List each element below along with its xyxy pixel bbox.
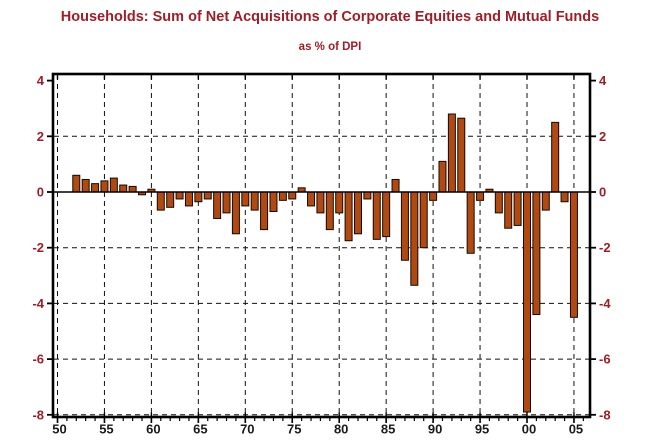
y-axis-label-left: -8 [32,407,44,422]
bar-1992 [447,113,456,193]
bar-1972 [260,191,269,231]
bar-1964 [184,191,193,207]
bar-1956 [109,177,118,193]
y-axis-label-left: -6 [32,352,44,367]
bars-layer [72,113,578,413]
bar-1997 [494,191,503,214]
x-axis-label: 05 [569,422,583,437]
axis-labels-layer: 4 42 20 0-2 -2-4 -4-6 -6-8 -850 55 60 65 70 75 80 85 90… [32,73,611,436]
bar-2005 [569,191,578,318]
bar-1975 [288,191,297,200]
x-axis-label: 75 [287,422,301,437]
bar-1969 [231,191,240,235]
bar-1994 [466,191,475,254]
bar-1970 [241,191,250,207]
y-axis-label-left: 2 [37,129,44,144]
chart-title: Households: Sum of Net Acquisitions of C… [61,9,599,25]
bar-1953 [81,178,90,193]
x-axis-label: 65 [193,422,207,437]
bar-2003 [551,121,560,193]
y-axis-label-right: 4 [599,73,607,88]
bar-1977 [307,191,316,207]
bar-1989 [419,191,428,249]
bar-1985 [382,191,391,238]
bar-1968 [222,191,231,214]
bar-1988 [410,191,419,286]
bar-2004 [560,191,569,203]
bar-1987 [400,191,409,261]
bar-1982 [353,191,362,235]
y-axis-label-right: -2 [599,240,611,255]
bar-1961 [156,191,165,211]
bar-1983 [363,191,372,200]
x-axis-label: 70 [240,422,254,437]
bar-2002 [541,191,550,211]
bar-2000 [523,191,531,413]
x-axis-label: 55 [99,422,113,437]
y-axis-label-left: -2 [32,240,44,255]
bar-1979 [325,191,334,231]
y-axis-label-left: 4 [37,73,45,88]
x-axis-label: 00 [522,422,536,437]
bar-1980 [335,191,344,214]
bar-1958 [128,185,137,193]
bar-1993 [457,117,466,193]
bar-1999 [513,191,522,226]
bar-1973 [269,191,278,212]
x-axis-label: 80 [334,422,348,437]
y-axis-label-left: 0 [37,185,44,200]
bar-1984 [372,191,381,240]
x-axis-label: 90 [428,422,442,437]
bar-1998 [504,191,513,229]
bar-1957 [119,184,128,193]
x-axis-label: 85 [381,422,395,437]
y-axis-label-right: -4 [599,296,611,311]
bar-1966 [203,191,212,200]
axis-ticks-layer [47,75,596,423]
bar-1952 [72,174,81,193]
y-axis-label-right: -6 [599,352,611,367]
bar-1963 [175,191,184,200]
x-axis-label: 60 [146,422,160,437]
bar-1955 [100,180,109,193]
y-axis-label-right: 0 [599,185,606,200]
y-axis-label-left: -4 [32,296,44,311]
bar-2001 [532,191,541,316]
plot-frame [51,72,592,419]
y-axis-label-right: 2 [599,129,606,144]
bar-1965 [194,191,203,203]
bar-1981 [344,191,353,242]
bar-1954 [91,183,100,193]
bar-1986 [391,178,400,193]
x-axis-label: 50 [52,422,66,437]
plot-frame-layer [51,72,592,419]
bar-1990 [429,191,438,201]
bar-1995 [476,191,485,201]
bar-1971 [250,191,259,211]
bar-1967 [213,191,222,219]
bar-1978 [316,191,325,214]
x-axis-label: 95 [475,422,489,437]
bar-1991 [438,160,447,193]
gridlines-layer [54,75,589,416]
y-axis-label-right: -8 [599,407,611,422]
bar-1974 [278,191,287,201]
chart-subtitle: as % of DPI [299,41,362,53]
bar-1962 [166,191,175,208]
